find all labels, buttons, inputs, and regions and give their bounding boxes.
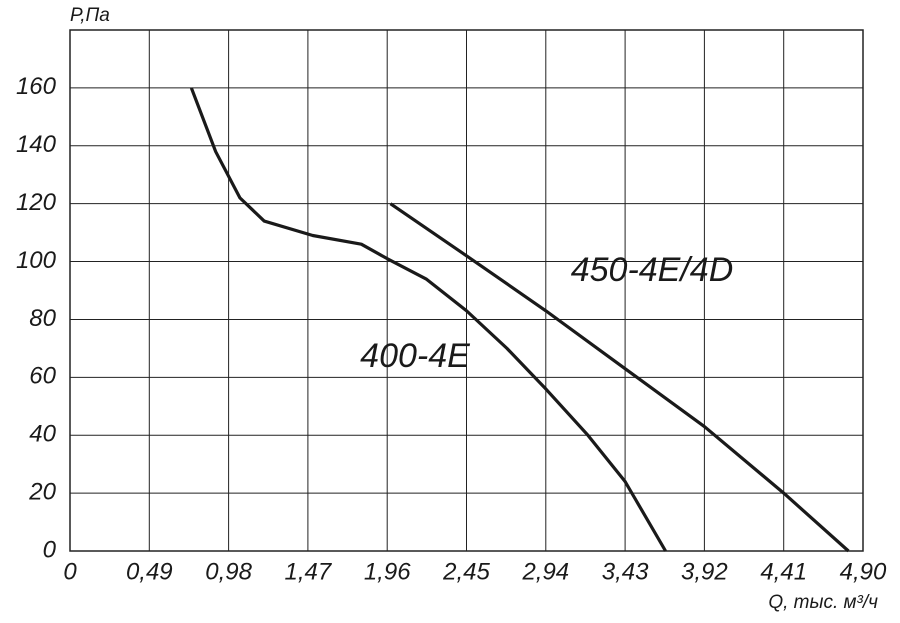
series-label: 450-4E/4D <box>571 251 734 289</box>
y-tick-label: 20 <box>28 478 56 505</box>
x-tick-label: 4,41 <box>760 558 807 585</box>
y-tick-label: 160 <box>16 73 57 100</box>
y-axis-label: P,Па <box>70 5 110 26</box>
series-line <box>189 87 667 552</box>
y-tick-label: 100 <box>16 247 57 274</box>
y-tick-label: 140 <box>16 131 57 158</box>
y-tick-label: 120 <box>16 189 57 216</box>
x-tick-label: 4,90 <box>840 558 887 585</box>
x-tick-label: 1,47 <box>285 558 333 585</box>
y-tick-label: 40 <box>29 421 56 448</box>
x-tick-label: 3,92 <box>681 558 728 585</box>
x-tick-label: 0 <box>63 558 77 585</box>
y-tick-label: 60 <box>29 363 56 390</box>
x-tick-label: 2,94 <box>521 558 569 585</box>
x-tick-label: 0,49 <box>126 558 173 585</box>
x-tick-label: 1,96 <box>364 558 411 585</box>
series-label: 400-4E <box>360 337 470 375</box>
series-line <box>389 202 850 553</box>
plot-frame <box>69 29 864 552</box>
x-axis-label: Q, тыс. м³/ч <box>768 592 878 613</box>
y-tick-label: 80 <box>29 305 56 332</box>
x-tick-label: 3,43 <box>602 558 649 585</box>
y-tick-label: 0 <box>43 536 57 563</box>
x-tick-label: 0,98 <box>205 558 252 585</box>
x-tick-label: 2,45 <box>442 558 490 585</box>
